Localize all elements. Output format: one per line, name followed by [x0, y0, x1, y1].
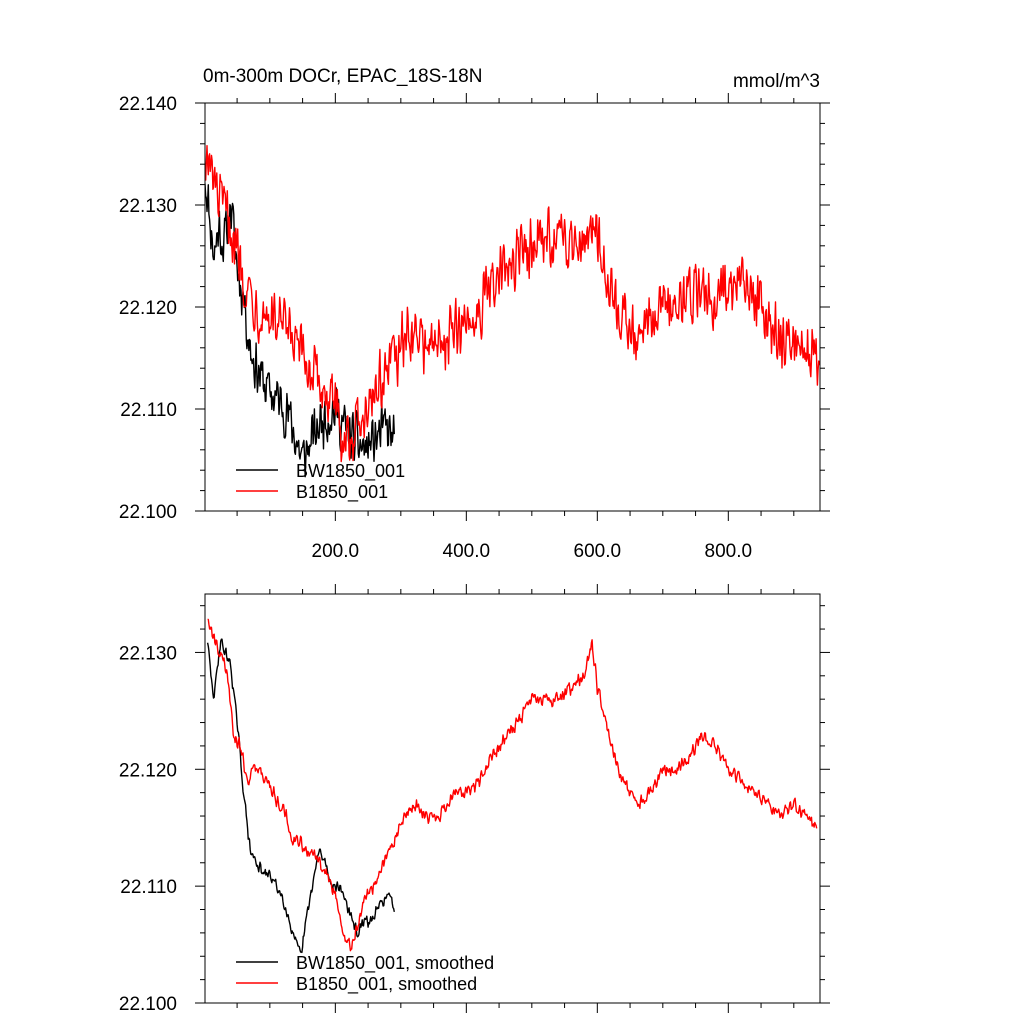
plot-frame [204, 102, 821, 512]
units-label: mmol/m^3 [733, 71, 820, 92]
legend-label: B1850_001, smoothed [296, 974, 477, 995]
y-tick-label: 22.100 [119, 994, 177, 1015]
series-line-0 [205, 183, 395, 478]
series-line-0 [206, 638, 395, 954]
plot-frame [204, 593, 821, 1004]
series-group [205, 145, 820, 478]
chart-title: 0m-300m DOCr, EPAC_18S-18N [203, 66, 482, 87]
y-tick-label: 22.110 [120, 877, 177, 898]
x-tick-label: 600.0 [574, 541, 622, 562]
x-tick-label: 400.0 [443, 541, 491, 562]
x-tick-label: 200.0 [312, 541, 360, 562]
legend-label: BW1850_001, smoothed [296, 953, 494, 974]
y-tick-label: 22.130 [119, 196, 177, 217]
series-line-1 [205, 145, 820, 463]
series-line-1 [207, 618, 818, 952]
y-tick-label: 22.100 [119, 502, 177, 523]
y-tick-label: 22.140 [119, 94, 177, 115]
y-tick-label: 22.130 [119, 643, 177, 664]
legend-label: BW1850_001 [296, 461, 405, 482]
series-group [206, 618, 818, 954]
x-tick-label: 800.0 [705, 541, 753, 562]
top-panel: 200.0 400.0 600.0 800.0 22.100 22.110 22.120 22… [119, 93, 830, 562]
legend-label: B1850_001 [296, 482, 388, 503]
y-tick-label: 22.120 [119, 298, 177, 319]
y-tick-label: 22.110 [120, 400, 177, 421]
y-tick-label: 22.120 [119, 760, 177, 781]
bottom-panel: 22.100 22.110 22.120 22.130 BW1850_001, smoo… [119, 584, 830, 1015]
